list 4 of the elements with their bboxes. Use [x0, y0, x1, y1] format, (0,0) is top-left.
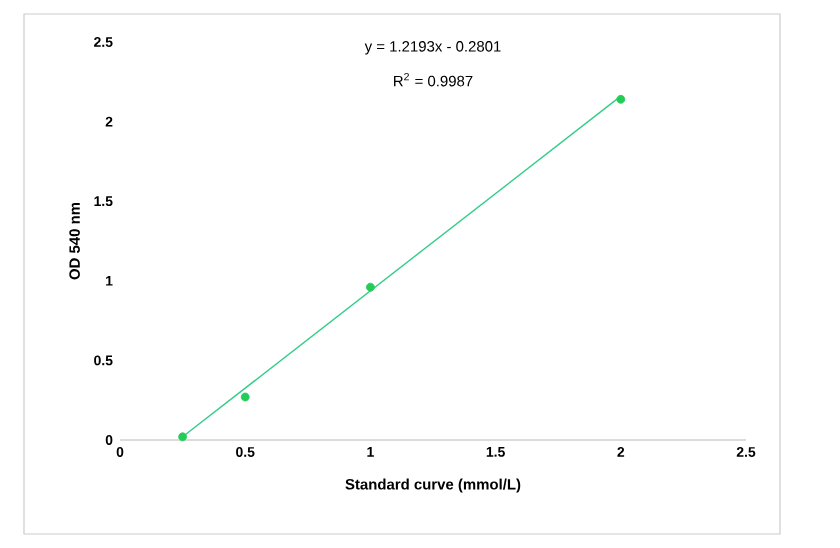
point	[240, 392, 250, 402]
point	[616, 94, 626, 104]
point	[366, 282, 375, 292]
point	[178, 432, 187, 442]
